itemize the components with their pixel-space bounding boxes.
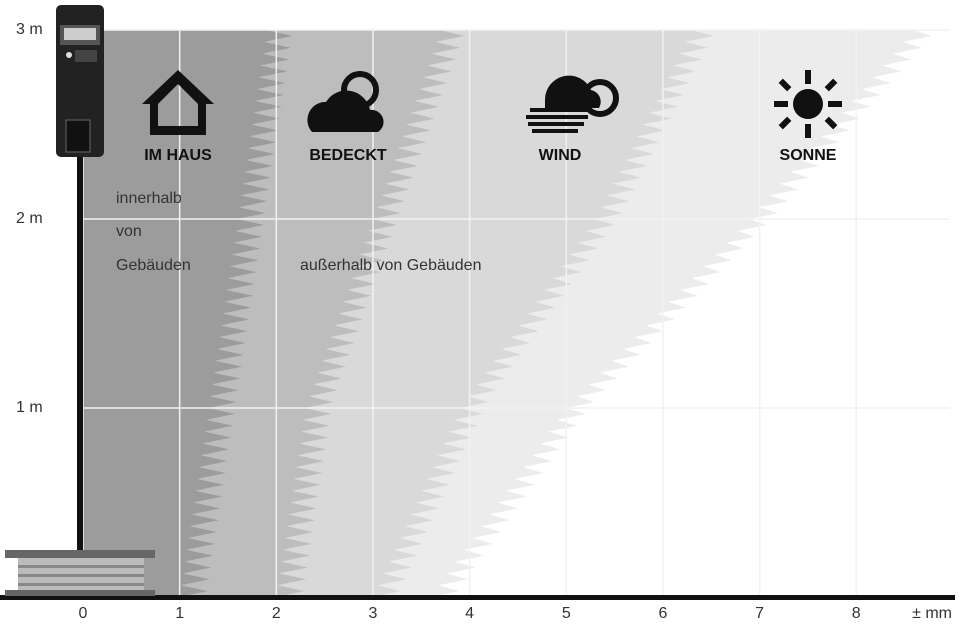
- zone-edge: [178, 30, 293, 597]
- x-axis: [0, 595, 955, 600]
- x-tick-label: 8: [852, 605, 861, 622]
- base: [5, 550, 155, 596]
- annotation: außerhalb von Gebäuden: [300, 257, 481, 274]
- annotation: innerhalb: [116, 190, 182, 207]
- x-tick-label: 7: [755, 605, 764, 622]
- x-tick-label: 3: [369, 605, 378, 622]
- x-tick-label: 2: [272, 605, 281, 622]
- zone: [83, 30, 267, 597]
- x-tick-label: 5: [562, 605, 571, 622]
- house-icon: [142, 70, 214, 135]
- receiver: [56, 5, 104, 157]
- pole: [77, 30, 83, 597]
- cloud-icon: [307, 71, 384, 132]
- y-tick-label: 2 m: [16, 210, 43, 227]
- zone-edge: [429, 30, 932, 597]
- sun-icon: [774, 70, 842, 138]
- y-tick-label: 3 m: [16, 21, 43, 38]
- legend-label: BEDECKT: [309, 147, 387, 164]
- legend-label: SONNE: [780, 147, 837, 164]
- legend-label: WIND: [539, 147, 582, 164]
- y-tick-label: 1 m: [16, 399, 43, 416]
- annotation: Gebäuden: [116, 257, 191, 274]
- grid: [82, 29, 950, 597]
- zones: [83, 30, 932, 597]
- labels: 0 1 2 3 4 5 6 7 8 1 m 2 m 3 m ± mm IM HAUS BEDECKT WIND…: [16, 21, 952, 622]
- wind-icon: [526, 75, 619, 133]
- zone-edge: [275, 30, 465, 597]
- legend-label: IM HAUS: [144, 147, 212, 164]
- x-tick-label: 4: [465, 605, 474, 622]
- zone-edge: [371, 30, 714, 597]
- x-tick-label: 6: [658, 605, 667, 622]
- x-tick-label: 0: [79, 605, 88, 622]
- x-axis-label: ± mm: [912, 605, 952, 622]
- x-tick-label: 1: [175, 605, 184, 622]
- annotation: von: [116, 223, 142, 240]
